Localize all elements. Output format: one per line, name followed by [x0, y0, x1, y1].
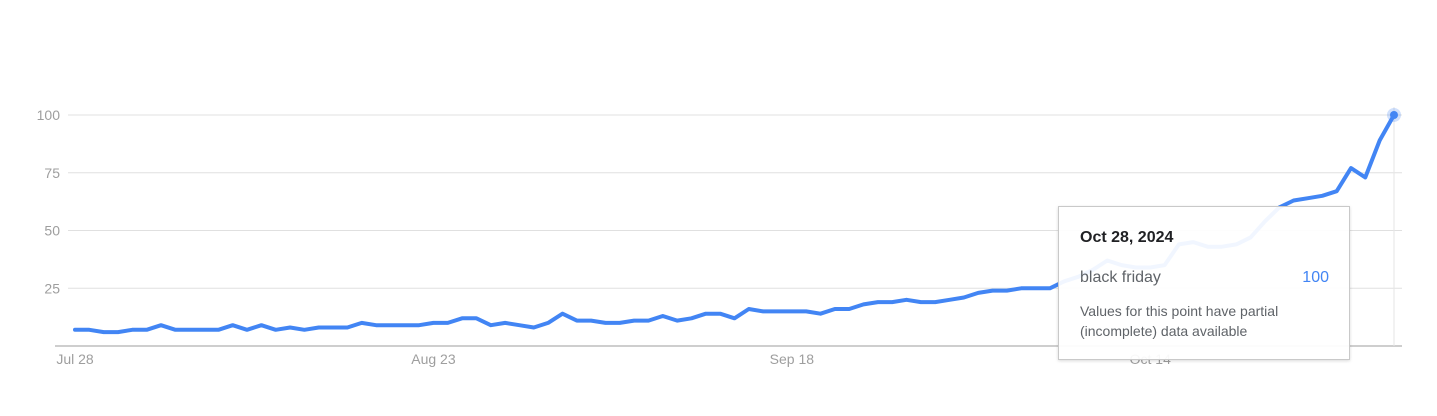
y-axis-tick-labels: 25 50 75 100	[37, 107, 61, 296]
tooltip-series-row: black friday 100	[1080, 269, 1329, 287]
y-tick-label: 75	[44, 165, 60, 181]
x-tick-label: Aug 23	[411, 351, 456, 367]
y-tick-label: 50	[44, 223, 60, 239]
x-tick-label: Sep 18	[770, 351, 815, 367]
y-tick-label: 25	[44, 280, 60, 296]
tooltip-partial-data-note: Values for this point have partial (inco…	[1080, 303, 1279, 339]
tooltip-date: Oct 28, 2024	[1080, 229, 1174, 246]
tooltip-series-name: black friday	[1080, 269, 1161, 286]
highlighted-point[interactable]	[1390, 111, 1398, 119]
y-tick-label: 100	[37, 107, 61, 123]
data-point-tooltip: Oct 28, 2024 black friday 100 Values for…	[1058, 206, 1350, 360]
tooltip-series-value: 100	[1302, 269, 1329, 286]
x-tick-label: Jul 28	[56, 351, 94, 367]
